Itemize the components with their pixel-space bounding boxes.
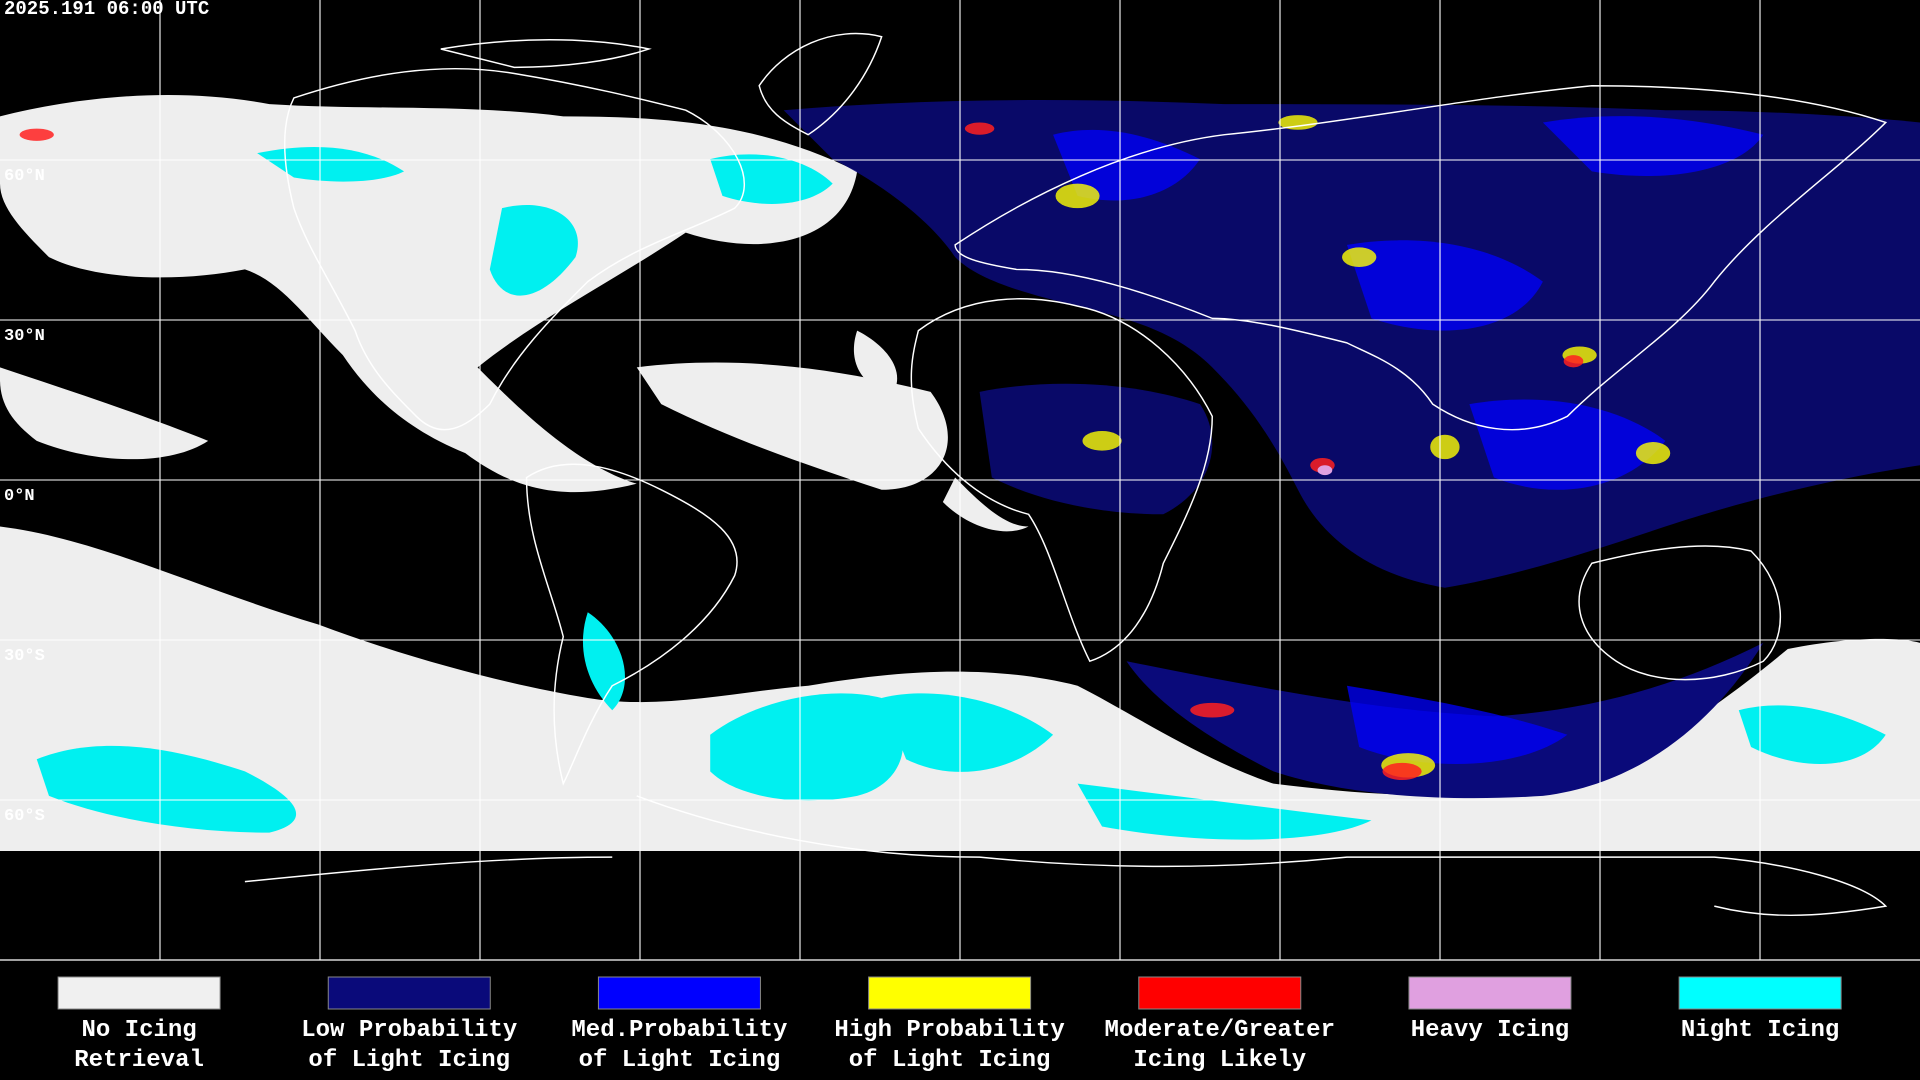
legend-swatch (1678, 976, 1842, 1010)
legend-swatch (327, 976, 491, 1010)
latitude-label: 0°N (4, 487, 35, 506)
legend-swatch (597, 976, 761, 1010)
legend-label: High Probability (834, 1017, 1064, 1044)
legend-label: Retrieval (74, 1047, 204, 1074)
graticule (0, 0, 1920, 961)
latitude-label: 60°N (4, 167, 45, 186)
legend-label: Night Icing (1681, 1017, 1839, 1044)
legend-label: No Icing (81, 1017, 196, 1044)
latitude-label: 60°S (4, 807, 45, 826)
latitude-labels: 60°N 30°N 0°N 30°S 60°S (4, 167, 45, 826)
legend-label: of Light Icing (308, 1047, 510, 1074)
cloud-heavy (1317, 465, 1333, 476)
legend-swatch (1138, 976, 1302, 1010)
coastlines (244, 32, 1888, 917)
legend-label: Med.Probability (571, 1017, 787, 1044)
legend-label: Moderate/Greater (1105, 1017, 1335, 1044)
legend-swatch (868, 976, 1032, 1010)
legend-swatch (57, 976, 221, 1010)
timestamp: 2025.191 06:00 UTC (4, 0, 209, 20)
legend-label: Heavy Icing (1411, 1017, 1569, 1044)
legend-label: Icing Likely (1133, 1047, 1306, 1074)
legend-label: of Light Icing (849, 1047, 1051, 1074)
cloud-moderate (19, 122, 1584, 781)
legend: No Icing Retrieval Low Probability of Light… (57, 976, 1842, 1074)
map (0, 0, 1920, 961)
legend-label: of Light Icing (579, 1047, 781, 1074)
cloud-med-probability (1053, 116, 1764, 765)
legend-swatch (1408, 976, 1572, 1010)
latitude-label: 30°N (4, 327, 45, 346)
latitude-label: 30°S (4, 647, 45, 666)
legend-label: Low Probability (301, 1017, 517, 1044)
cloud-night-icing (36, 146, 1886, 840)
